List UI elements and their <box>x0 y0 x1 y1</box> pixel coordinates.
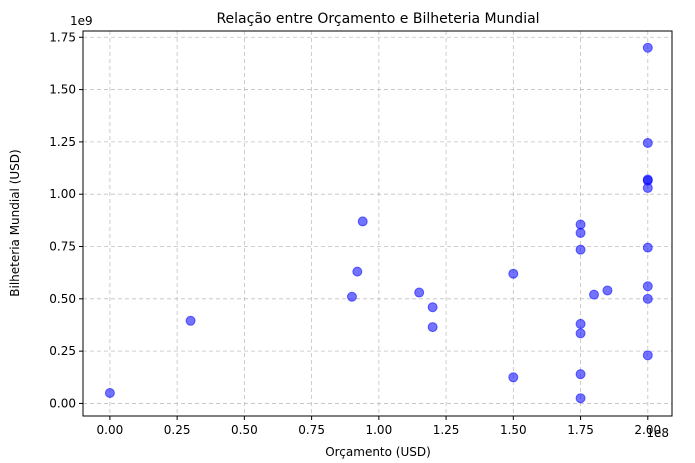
data-point <box>575 244 586 255</box>
data-point <box>575 227 586 238</box>
x-tick-label: 0.50 <box>231 423 258 437</box>
y-tick-label: 0.00 <box>49 396 76 410</box>
data-point <box>642 182 653 193</box>
plot-frame <box>82 30 673 417</box>
data-point <box>642 293 653 304</box>
data-point <box>427 322 438 333</box>
data-point <box>346 291 357 302</box>
x-tick-label: 1.25 <box>433 423 460 437</box>
x-tick-label: 1.00 <box>365 423 392 437</box>
data-point <box>575 369 586 380</box>
data-point <box>357 216 368 227</box>
data-point <box>508 372 519 383</box>
data-point <box>642 137 653 148</box>
y-ticks: 0.00 0.25 0.50 0.75 1.00 1.25 1.50 1.75 <box>49 30 83 410</box>
y-tick-label: 1.75 <box>49 30 76 44</box>
y-offset-label: 1e9 <box>70 14 93 28</box>
x-tick-label: 0.25 <box>164 423 191 437</box>
chart-title: Relação entre Orçamento e Bilheteria Mun… <box>216 11 539 27</box>
y-tick-label: 0.75 <box>49 240 76 254</box>
data-point <box>642 350 653 361</box>
data-point <box>642 242 653 253</box>
x-tick-label: 0.00 <box>97 423 124 437</box>
data-point <box>185 315 196 326</box>
data-point <box>575 328 586 339</box>
data-point <box>414 287 425 298</box>
y-tick-label: 0.50 <box>49 292 76 306</box>
x-tick-label: 0.75 <box>298 423 325 437</box>
x-ticks: 0.00 0.25 0.50 0.75 1.00 1.25 1.50 1.75 2.00 <box>97 416 661 437</box>
data-point <box>589 289 600 300</box>
x-offset-label: 1e8 <box>646 426 669 440</box>
y-tick-label: 1.50 <box>49 83 76 97</box>
data-point <box>575 219 586 230</box>
y-axis-label: Bilheteria Mundial (USD) <box>8 149 22 296</box>
x-tick-label: 1.75 <box>567 423 594 437</box>
data-point <box>104 387 115 398</box>
data-point <box>602 285 613 296</box>
grid <box>83 31 672 416</box>
points <box>104 42 653 404</box>
data-point <box>508 268 519 279</box>
data-point <box>427 302 438 313</box>
x-axis-label: Orçamento (USD) <box>325 445 431 459</box>
data-point <box>575 393 586 404</box>
y-tick-label: 1.25 <box>49 135 76 149</box>
x-tick-label: 1.50 <box>500 423 527 437</box>
y-tick-label: 0.25 <box>49 344 76 358</box>
data-point <box>575 318 586 329</box>
x-tick-label: 2.00 <box>634 423 661 437</box>
y-tick-label: 1.00 <box>49 187 76 201</box>
data-point <box>642 42 653 53</box>
data-point <box>352 266 363 277</box>
data-point <box>642 281 653 292</box>
